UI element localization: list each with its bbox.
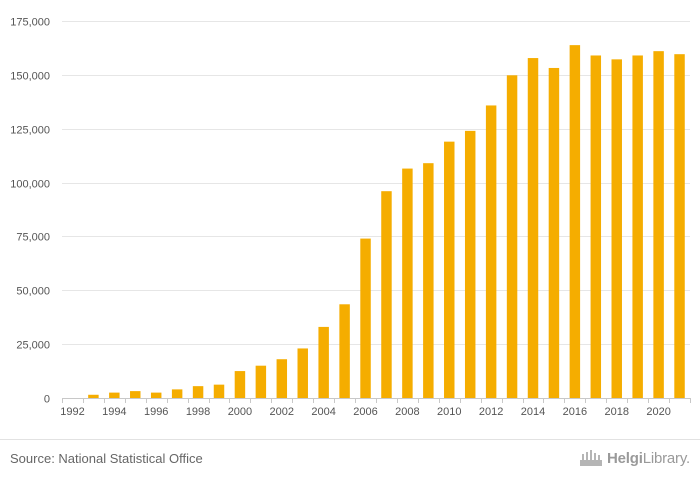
y-tick-label: 0 bbox=[44, 394, 50, 406]
bars bbox=[88, 45, 685, 399]
library-logo-icon bbox=[580, 450, 602, 466]
bar-1999 bbox=[213, 384, 225, 398]
x-tick-label: 2014 bbox=[521, 406, 545, 418]
bar-2009 bbox=[423, 163, 434, 398]
bar-2019 bbox=[632, 55, 643, 398]
bar-2016 bbox=[569, 45, 581, 398]
x-tick-label: 1992 bbox=[60, 406, 84, 418]
bar-1998 bbox=[192, 386, 204, 398]
gridlines bbox=[62, 21, 690, 345]
bar-2018 bbox=[611, 59, 622, 398]
bar-1997 bbox=[171, 389, 183, 398]
bar-2007 bbox=[381, 191, 392, 398]
x-tick-label: 2000 bbox=[228, 406, 252, 418]
bar-2020 bbox=[653, 51, 664, 398]
brand-name-part1: Helgi bbox=[607, 449, 643, 467]
x-tick-label: 1996 bbox=[144, 406, 168, 418]
y-tick-label: 25,000 bbox=[16, 340, 50, 352]
bar-1995 bbox=[130, 391, 141, 398]
x-tick-label: 2018 bbox=[604, 406, 628, 418]
x-tick-label: 1998 bbox=[186, 406, 210, 418]
bar-2017 bbox=[590, 55, 602, 398]
x-tick-label: 2010 bbox=[437, 406, 461, 418]
y-tick-label: 100,000 bbox=[10, 179, 50, 191]
bar-2012 bbox=[485, 105, 497, 398]
bar-2005 bbox=[339, 304, 350, 398]
x-tick-label: 2020 bbox=[646, 406, 670, 418]
x-axis: 1992 1994 1996 1998 2000 2002 2004 2006 2008 2010… bbox=[60, 398, 691, 418]
bar-2003 bbox=[297, 348, 308, 398]
bar-2008 bbox=[402, 168, 413, 398]
x-tick-label: 2008 bbox=[395, 406, 419, 418]
bar-2006 bbox=[360, 238, 371, 398]
y-tick-label: 75,000 bbox=[16, 232, 50, 244]
x-tick-label: 2006 bbox=[353, 406, 377, 418]
y-tick-label: 175,000 bbox=[10, 17, 50, 29]
bar-1993 bbox=[88, 394, 99, 398]
bar-2011 bbox=[464, 130, 476, 398]
footer-divider bbox=[0, 439, 700, 440]
bar-chart: 0 25,000 50,000 75,000 100,000 125,000 150,000… bbox=[10, 17, 691, 418]
y-axis-labels: 0 25,000 50,000 75,000 100,000 125,000 150,000… bbox=[10, 17, 50, 406]
bar-2001 bbox=[255, 365, 267, 398]
brand-logo[interactable]: HelgiLibrary. bbox=[579, 448, 690, 468]
source-note: Source: National Statistical Office bbox=[10, 451, 203, 466]
bar-2010 bbox=[444, 141, 455, 398]
y-tick-label: 50,000 bbox=[16, 286, 50, 298]
bar-2014 bbox=[527, 58, 539, 399]
bar-2004 bbox=[318, 326, 329, 398]
bar-2000 bbox=[234, 371, 246, 398]
brand-name: HelgiLibrary. bbox=[607, 450, 690, 467]
brand-name-part3: . bbox=[686, 449, 690, 467]
x-tick-label: 2012 bbox=[479, 406, 503, 418]
brand-name-part2: Library bbox=[642, 449, 687, 467]
x-tick-label: 2004 bbox=[311, 406, 335, 418]
bar-1994 bbox=[109, 392, 120, 398]
y-tick-label: 125,000 bbox=[10, 125, 50, 137]
bar-1996 bbox=[150, 392, 162, 398]
bar-2013 bbox=[506, 75, 518, 398]
bar-2002 bbox=[276, 359, 288, 398]
x-tick-label: 2002 bbox=[270, 406, 294, 418]
bar-2015 bbox=[548, 67, 560, 399]
bar-2021 bbox=[674, 54, 685, 399]
x-tick-label: 2016 bbox=[563, 406, 587, 418]
y-tick-label: 150,000 bbox=[10, 71, 50, 83]
x-tick-label: 1994 bbox=[102, 406, 126, 418]
